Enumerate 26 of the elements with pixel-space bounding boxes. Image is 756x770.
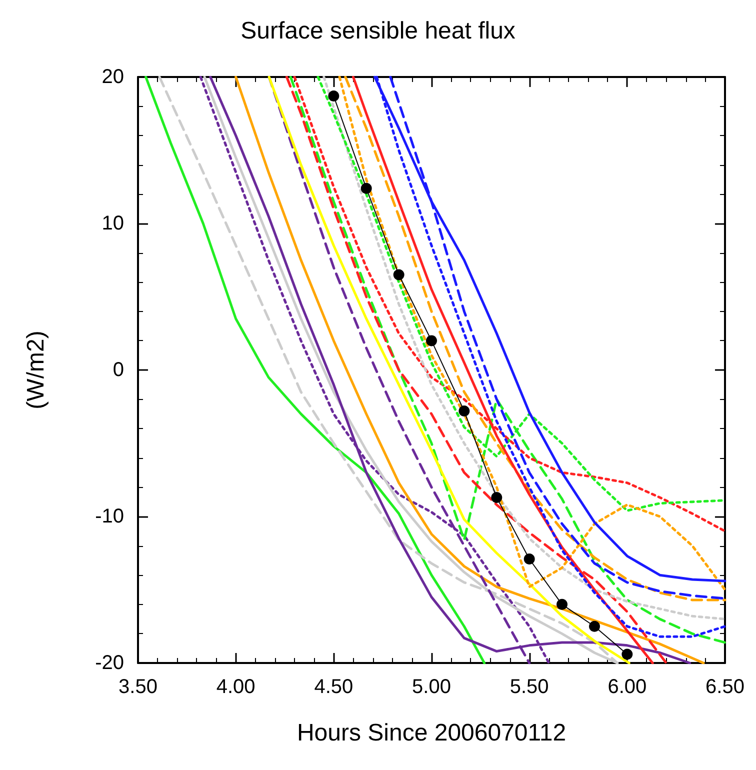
line-series [144,76,486,664]
point [524,553,535,564]
y-tick-label: -10 [95,506,124,528]
x-tick-label: 3.50 [118,676,158,698]
y-tick-label: 10 [102,212,124,234]
x-tick-label: 4.50 [314,676,354,698]
point [491,492,502,503]
y-tick-label: 0 [112,359,124,381]
point [426,335,437,346]
x-tick-label: 4.00 [216,676,256,698]
x-tick-label: 6.00 [608,676,647,698]
point [589,620,600,632]
point [458,406,470,417]
x-tick-label: 5.00 [412,676,451,698]
point [393,269,404,280]
x-axis-title: Hours Since 2006070112 [296,720,566,746]
point [622,648,633,660]
x-tick-label: 6.50 [706,676,744,698]
chart-title: Surface sensible heat flux [240,18,516,44]
y-tick-label: 20 [102,66,124,88]
x-tick-label: 5.50 [510,676,549,698]
point [556,598,568,610]
point [328,90,340,102]
y-axis-title: (W/m2) [22,330,50,410]
y-tick-label: -20 [95,652,124,674]
point [360,182,372,194]
